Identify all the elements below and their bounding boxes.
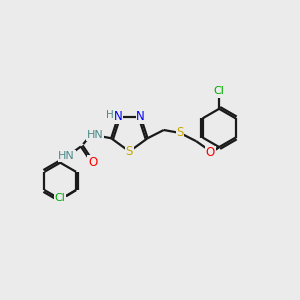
Text: O: O <box>206 146 215 160</box>
Text: Cl: Cl <box>214 86 225 96</box>
Text: S: S <box>176 126 184 140</box>
Text: HN: HN <box>58 151 75 161</box>
Text: N: N <box>136 110 145 123</box>
Text: H: H <box>106 110 114 120</box>
Text: N: N <box>114 110 122 123</box>
Text: O: O <box>88 156 97 169</box>
Text: S: S <box>126 145 133 158</box>
Text: Cl: Cl <box>54 193 65 203</box>
Text: HN: HN <box>87 130 103 140</box>
